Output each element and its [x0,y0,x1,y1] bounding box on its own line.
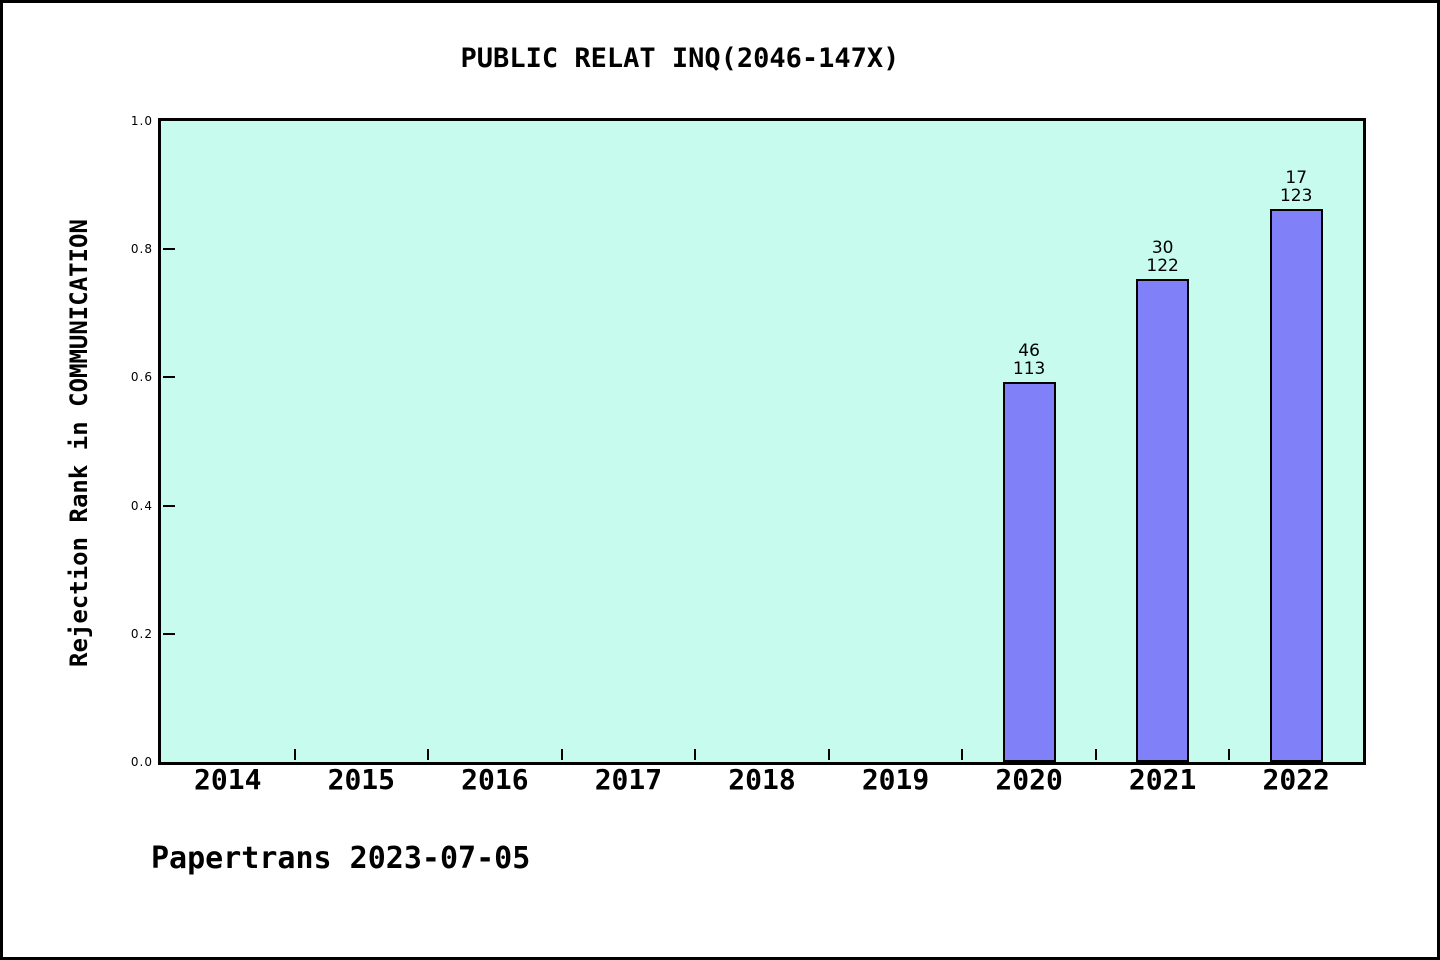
y-tick-label: 1.0 [130,114,153,128]
x-tick-label-2021: 2021 [1128,763,1197,796]
bar-label-line1: 46 [1018,340,1040,361]
y-tick-label: 0.4 [130,498,153,513]
bar-2022 [1269,209,1323,762]
y-tick-label: 0.2 [130,626,153,641]
bar-label-line1: 30 [1151,237,1174,258]
bar-label-2020: 46 113 [969,342,1089,378]
x-tick-label-2022: 2022 [1262,763,1330,796]
y-tick-mark [163,504,175,507]
bar-label-2021: 30 122 [1103,239,1223,275]
chart-title: PUBLIC RELAT INQ(2046-147X) [460,43,900,74]
y-tick-mark [163,248,175,251]
x-tick-label-2020: 2020 [995,763,1063,796]
bar-2020 [1002,381,1056,762]
bar-label-line2: 113 [1012,358,1046,379]
watermark-text: Papertrans 2023-07-05 [151,841,531,876]
x-tick-label-2014: 2014 [194,763,262,796]
x-tick-label-2015: 2015 [327,763,396,796]
x-tick-mark [427,749,430,760]
x-tick-mark [961,749,964,760]
x-tick-label-2017: 2017 [594,763,663,796]
x-tick-label-2016: 2016 [461,763,529,796]
x-tick-mark [1228,749,1231,760]
y-tick-label: 0.8 [130,242,153,257]
bar-2021 [1136,278,1190,762]
x-tick-label-2018: 2018 [728,763,796,796]
y-tick-mark [163,632,175,635]
x-tick-mark [293,749,296,760]
x-tick-mark [1094,749,1097,760]
bar-label-line1: 17 [1285,168,1308,189]
x-tick-label-2019: 2019 [861,763,930,796]
y-tick-label: 0.6 [130,370,153,385]
bar-label-line2: 123 [1279,186,1313,207]
bar-label-line2: 122 [1146,255,1179,276]
y-tick-mark [163,376,175,379]
y-axis-label: Rejection Rank in COMMUNICATION [65,219,93,667]
x-tick-mark [694,749,697,760]
x-tick-mark [560,749,563,760]
x-tick-mark [827,749,830,760]
y-tick-label: 0.0 [130,755,153,769]
bar-label-2022: 17 123 [1236,169,1356,205]
